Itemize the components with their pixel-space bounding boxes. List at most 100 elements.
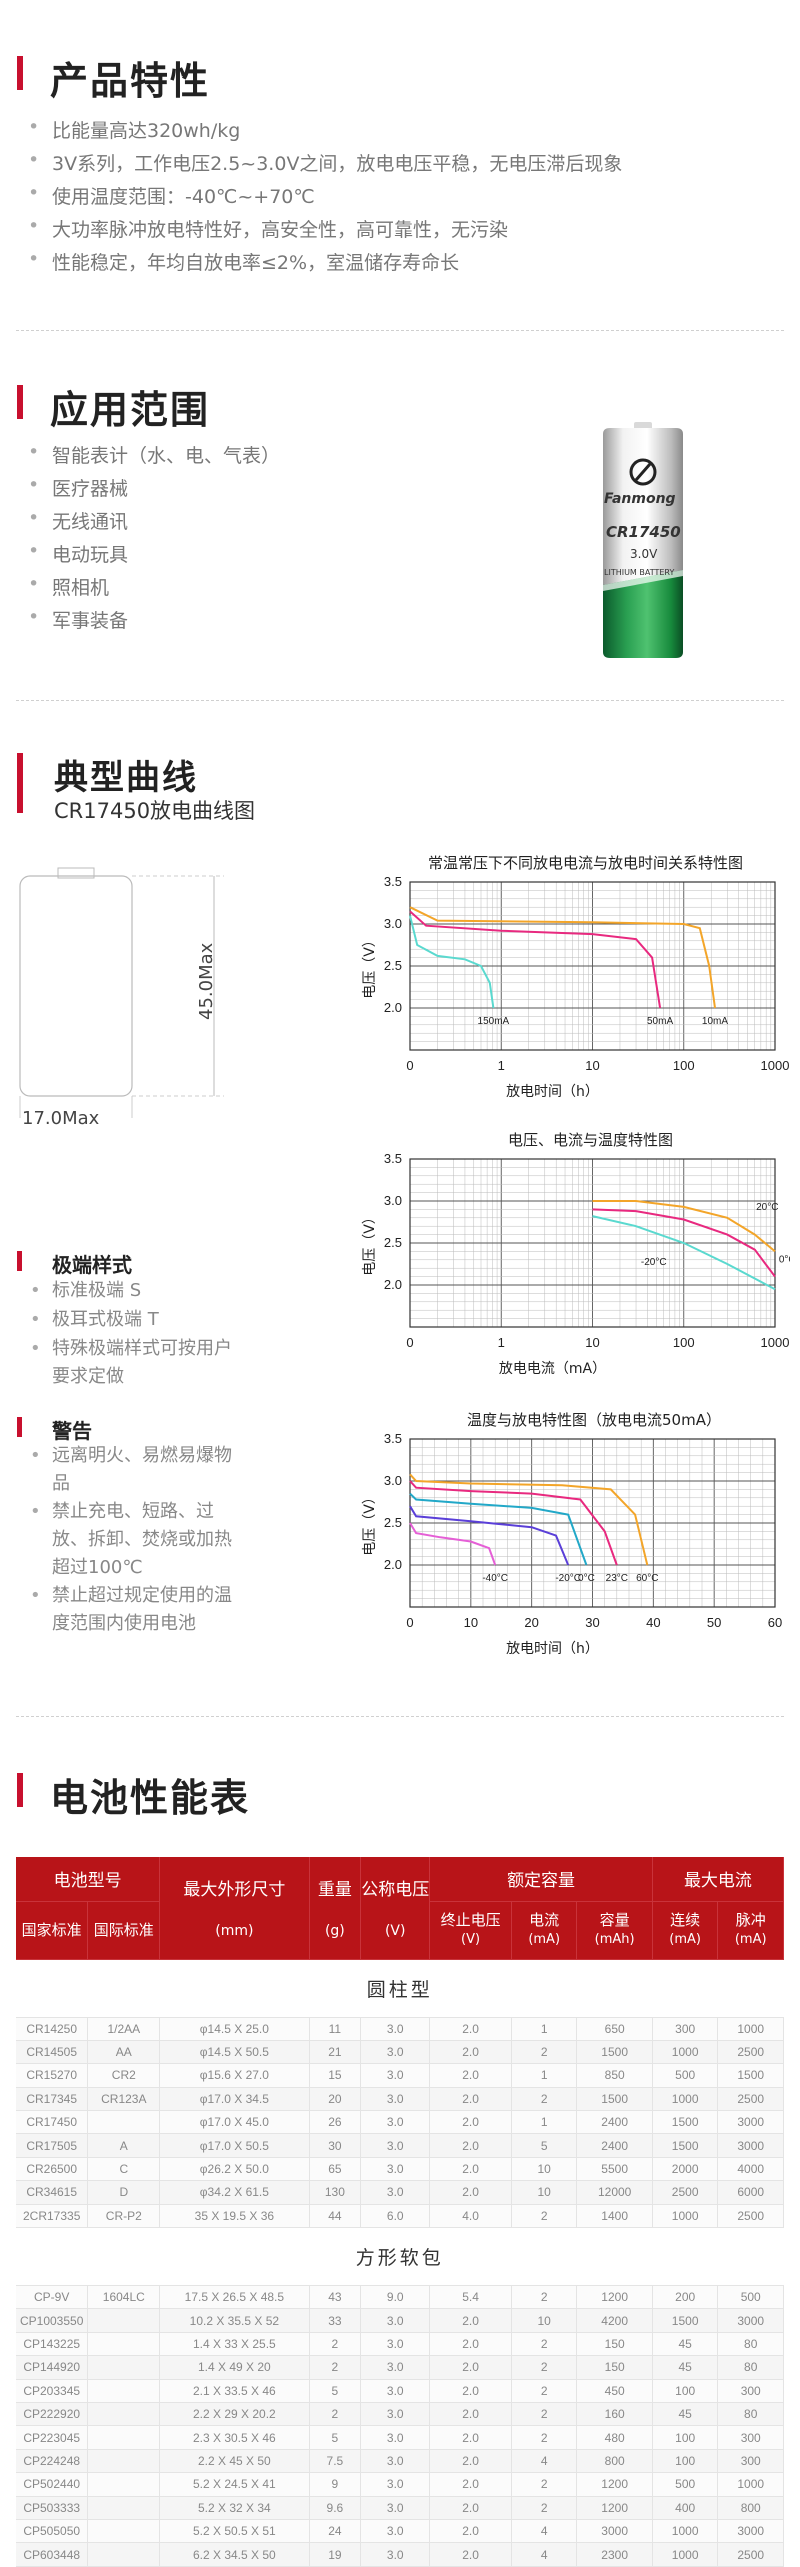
- table-cell: 3.0: [360, 2087, 431, 2112]
- x-tick-label: 1000: [761, 1058, 790, 1073]
- table-cell: 1: [511, 2017, 578, 2041]
- table-cell: 500: [717, 2285, 784, 2310]
- table-cell: 2.0: [429, 2355, 512, 2380]
- x-tick-label: 40: [646, 1615, 660, 1630]
- table-cell: 2.0: [429, 2087, 512, 2112]
- table-cell: 2500: [717, 2087, 784, 2112]
- series-label: 0°C: [578, 1573, 595, 1584]
- table-cell: CR15270: [16, 2063, 89, 2088]
- table-cell: 21: [309, 2040, 362, 2065]
- x-tick-label: 10: [585, 1335, 599, 1350]
- battery-model: CR17450: [606, 523, 681, 541]
- table-cell: 10.2 X 35.5 X 52: [159, 2308, 310, 2333]
- table-cell: 1.4 X 49 X 20: [159, 2355, 310, 2380]
- table-cell: 3.0: [360, 2040, 431, 2065]
- table-group-row: 方形软包: [16, 2227, 784, 2287]
- table-cell: φ14.5 X 50.5: [159, 2040, 310, 2065]
- table-row: CP603448 6.2 X 34.5 X 50 19 3.0 2.0 4 2300 1000…: [16, 2542, 784, 2567]
- x-tick-label: 100: [673, 1058, 695, 1073]
- table-cell: 3.0: [360, 2449, 431, 2474]
- table-cell: 2: [511, 2285, 578, 2310]
- table-cell: 2500: [717, 2204, 784, 2229]
- table-cell: 300: [717, 2425, 784, 2450]
- table-cell: 3.0: [360, 2110, 431, 2135]
- table-cell: 2.0: [429, 2180, 512, 2205]
- table-cell: 12000: [576, 2180, 653, 2205]
- series-label: 60°C: [636, 1573, 658, 1584]
- x-tick-label: 100: [673, 1335, 695, 1350]
- table-row: CP223045 2.3 X 30.5 X 46 5 3.0 2.0 2 480 100 300: [16, 2425, 784, 2450]
- table-cell: 2.0: [429, 2472, 512, 2497]
- table-cell: 43: [309, 2285, 362, 2310]
- x-tick-label: 10: [464, 1615, 478, 1630]
- x-tick-label: 1: [498, 1058, 505, 1073]
- table-cell: 450: [576, 2379, 653, 2403]
- table-cell: CP223045: [16, 2425, 89, 2450]
- section-marker: [17, 385, 23, 419]
- table-cell: CR26500: [16, 2157, 89, 2182]
- table-row: CR14505 AA φ14.5 X 50.5 21 3.0 2.0 2 1500 1000 25…: [16, 2040, 784, 2065]
- table-cell: 850: [576, 2063, 653, 2088]
- table-row: CP143225 1.4 X 33 X 25.5 2 3.0 2.0 2 150 45 80: [16, 2332, 784, 2357]
- table-cell: 45: [652, 2355, 719, 2380]
- table-cell: 4: [511, 2449, 578, 2474]
- table-cell: 300: [717, 2379, 784, 2403]
- table-cell: CR17450: [16, 2110, 89, 2135]
- table-cell: 6.0: [360, 2204, 431, 2229]
- table-cell: 2.0: [429, 2519, 512, 2544]
- table-cell: 44: [309, 2204, 362, 2229]
- table-cell: CR17505: [16, 2133, 89, 2158]
- table-cell: 500: [652, 2063, 719, 2088]
- table-cell: 7.5: [309, 2449, 362, 2474]
- list-item: 照相机: [28, 573, 109, 600]
- temperature-discharge-chart: 2.0 2.5 3.0 3.5 0 10 20 30 40 50 60 放电时间（h） 电压（V） -40…: [362, 1431, 782, 1657]
- group-name: 圆柱型: [16, 1959, 784, 2018]
- x-axis-label: 放电时间（h）: [506, 1084, 599, 1100]
- table-cell: 5: [511, 2133, 578, 2158]
- table-cell: 6000: [717, 2180, 784, 2205]
- table-cell: 2: [511, 2332, 578, 2357]
- table-cell: 2.2 X 29 X 20.2: [159, 2402, 310, 2427]
- table-cell: 160: [576, 2402, 653, 2427]
- series-line: [409, 915, 495, 1009]
- table-cell: 100: [652, 2425, 719, 2450]
- table-cell: [87, 2472, 161, 2497]
- table-row: CP1003550 10.2 X 35.5 X 52 33 3.0 2.0 10 4200 1…: [16, 2308, 784, 2333]
- table-cell: φ17.0 X 34.5: [159, 2087, 310, 2112]
- series-line: [409, 910, 662, 1009]
- table-cell: CP143225: [16, 2332, 89, 2357]
- table-cell: 300: [652, 2017, 719, 2041]
- table-cell: D: [87, 2180, 161, 2205]
- table-cell: φ17.0 X 50.5: [159, 2133, 310, 2158]
- table-cell: 17.5 X 26.5 X 48.5: [159, 2285, 310, 2310]
- table-cell: [87, 2332, 161, 2357]
- table-cell: 1: [511, 2110, 578, 2135]
- table-cell: 35 X 19.5 X 36: [159, 2204, 310, 2229]
- list-item: 禁止超过规定使用的温度范围内使用电池: [30, 1582, 232, 1638]
- table-cell: 800: [717, 2496, 784, 2520]
- x-tick-label: 1: [498, 1335, 505, 1350]
- y-tick-label: 3.5: [384, 874, 402, 889]
- table-cell: 3000: [717, 2519, 784, 2544]
- table-cell: AA: [87, 2040, 161, 2065]
- table-cell: φ34.2 X 61.5: [159, 2180, 310, 2205]
- list-item: 医疗器械: [28, 474, 128, 501]
- table-cell: 1200: [576, 2472, 653, 2497]
- divider: [16, 330, 784, 331]
- table-cell: 300: [717, 2449, 784, 2474]
- header-weight: 重量 (g): [309, 1857, 362, 1960]
- table-cell: 9: [309, 2472, 362, 2497]
- table-row: CP-9V 1604LC 17.5 X 26.5 X 48.5 43 9.0 5.4 2 12…: [16, 2285, 784, 2310]
- table-cell: [87, 2379, 161, 2403]
- table-cell: 4: [511, 2519, 578, 2544]
- series-line: [409, 906, 716, 1009]
- table-row: CP144920 1.4 X 49 X 20 2 3.0 2.0 2 150 45 80: [16, 2355, 784, 2380]
- table-cell: 5.2 X 24.5 X 41: [159, 2472, 310, 2497]
- y-axis-label: 电压（V）: [362, 1490, 378, 1556]
- table-cell: 2500: [652, 2180, 719, 2205]
- table-cell: 30: [309, 2133, 362, 2158]
- table-cell: [87, 2496, 161, 2520]
- table-cell: 2.0: [429, 2133, 512, 2158]
- table-cell: CP224248: [16, 2449, 89, 2474]
- table-cell: CR123A: [87, 2087, 161, 2112]
